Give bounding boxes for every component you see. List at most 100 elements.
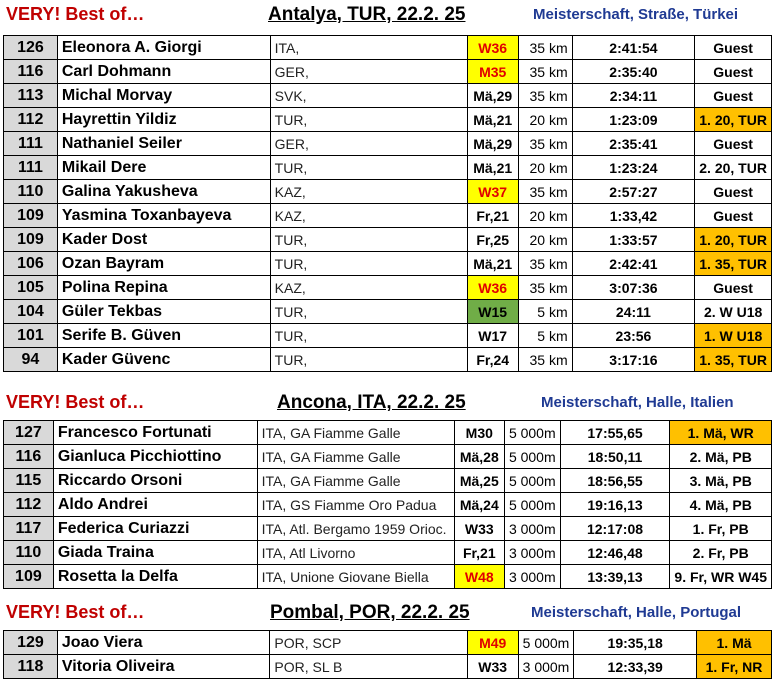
result-cell: 2. Fr, PB xyxy=(669,540,772,565)
category-cell: W17 xyxy=(466,323,519,348)
athlete-name: Nathaniel Seiler xyxy=(56,131,271,156)
time-cell: 2:42:41 xyxy=(571,251,696,276)
result-cell: Guest xyxy=(694,59,772,84)
time-cell: 12:17:08 xyxy=(559,516,671,541)
time-cell: 3:07:36 xyxy=(571,275,696,300)
athlete-name: Francesco Fortunati xyxy=(52,420,258,445)
category-cell: W33 xyxy=(466,654,519,679)
section-header: VERY! Best of… Pombal, POR, 22.2. 25 Mei… xyxy=(0,598,772,628)
nation-club: ITA, GA Fiamme Galle xyxy=(256,420,455,445)
table-row: 94 Kader Güvenc TUR, Fr,24 35 km 3:17:16 1. 35… xyxy=(3,347,772,372)
points-cell: 109 xyxy=(3,227,58,252)
time-cell: 1:23:09 xyxy=(571,107,696,132)
athlete-name: Giada Traina xyxy=(52,540,258,565)
event-title: Ancona, ITA, 22.2. 25 xyxy=(277,392,466,413)
event-meta: Meisterschaft, Straße, Türkei xyxy=(533,6,739,23)
table-row: 101 Serife B. Güven TUR, W17 5 km 23:56 1. W U… xyxy=(3,323,772,348)
nation-club: TUR, xyxy=(269,323,468,348)
points-cell: 115 xyxy=(3,468,54,493)
points-cell: 116 xyxy=(3,444,54,469)
table-row: 110 Giada Traina ITA, Atl Livorno Fr,21 3 00… xyxy=(3,540,772,565)
points-cell: 118 xyxy=(3,654,58,679)
category-cell: Mä,29 xyxy=(466,131,519,156)
nation-club: ITA, Atl. Bergamo 1959 Orioc. xyxy=(256,516,455,541)
category-cell: Mä,21 xyxy=(466,155,519,180)
category-cell: M35 xyxy=(466,59,519,84)
event-title: Antalya, TUR, 22.2. 25 xyxy=(268,4,466,25)
table-row: 116 Gianluca Picchiottino ITA, GA Fiamme G… xyxy=(3,444,772,469)
table-row: 117 Federica Curiazzi ITA, Atl. Bergamo 19… xyxy=(3,516,772,541)
athlete-name: Hayrettin Yildiz xyxy=(56,107,271,132)
table-row: 127 Francesco Fortunati ITA, GA Fiamme Gal… xyxy=(3,420,772,445)
athlete-name: Aldo Andrei xyxy=(52,492,258,517)
nation-club: KAZ, xyxy=(269,179,468,204)
athlete-name: Federica Curiazzi xyxy=(52,516,258,541)
nation-club: ITA, Atl Livorno xyxy=(256,540,455,565)
athlete-name: Vitoria Oliveira xyxy=(56,654,271,679)
nation-club: KAZ, xyxy=(269,203,468,228)
category-cell: W37 xyxy=(466,179,519,204)
athlete-name: Rosetta la Delfa xyxy=(52,564,258,589)
result-cell: 1. Fr, NR xyxy=(696,654,772,679)
points-cell: 116 xyxy=(3,59,58,84)
table-row: 111 Mikail Dere TUR, Mä,21 20 km 1:23:24 2. 20… xyxy=(3,155,772,180)
result-cell: Guest xyxy=(694,35,772,60)
table-row: 104 Güler Tekbas TUR, W15 5 km 24:11 2. W U18 xyxy=(3,299,772,324)
athlete-name: Serife B. Güven xyxy=(56,323,271,348)
nation-club: ITA, GS Fiamme Oro Padua xyxy=(256,492,455,517)
points-cell: 111 xyxy=(3,131,58,156)
result-cell: 2. Mä, PB xyxy=(669,444,772,469)
distance-cell: 20 km xyxy=(517,155,573,180)
category-cell: W36 xyxy=(466,35,519,60)
result-cell: Guest xyxy=(694,179,772,204)
distance-cell: 5 000m xyxy=(503,444,561,469)
result-cell: 1. 20, TUR xyxy=(694,227,772,252)
distance-cell: 35 km xyxy=(517,59,573,84)
distance-cell: 35 km xyxy=(517,251,573,276)
time-cell: 3:17:16 xyxy=(571,347,696,372)
athlete-name: Gianluca Picchiottino xyxy=(52,444,258,469)
result-cell: Guest xyxy=(694,83,772,108)
nation-club: POR, SL B xyxy=(269,654,468,679)
time-cell: 2:35:40 xyxy=(571,59,696,84)
points-cell: 117 xyxy=(3,516,54,541)
nation-club: ITA, xyxy=(269,35,468,60)
time-cell: 1:33,42 xyxy=(571,203,696,228)
points-cell: 126 xyxy=(3,35,58,60)
distance-cell: 35 km xyxy=(517,179,573,204)
time-cell: 17:55,65 xyxy=(559,420,671,445)
category-cell: Mä,24 xyxy=(453,492,505,517)
result-cell: 1. 35, TUR xyxy=(694,251,772,276)
result-cell: 2. W U18 xyxy=(694,299,772,324)
category-cell: Mä,29 xyxy=(466,83,519,108)
time-cell: 2:34:11 xyxy=(571,83,696,108)
nation-club: GER, xyxy=(269,59,468,84)
category-cell: Fr,21 xyxy=(466,203,519,228)
athlete-name: Kader Dost xyxy=(56,227,271,252)
athlete-name: Ozan Bayram xyxy=(56,251,271,276)
table-row: 109 Kader Dost TUR, Fr,25 20 km 1:33:57 1. 20,… xyxy=(3,227,772,252)
distance-cell: 20 km xyxy=(517,227,573,252)
result-cell: 3. Mä, PB xyxy=(669,468,772,493)
category-cell: Mä,21 xyxy=(466,107,519,132)
results-table: 126 Eleonora A. Giorgi ITA, W36 35 km 2:41:54… xyxy=(3,35,772,372)
distance-cell: 35 km xyxy=(517,83,573,108)
category-cell: W36 xyxy=(466,275,519,300)
nation-club: SVK, xyxy=(269,83,468,108)
table-row: 110 Galina Yakusheva KAZ, W37 35 km 2:57:27 Gu… xyxy=(3,179,772,204)
category-cell: W48 xyxy=(453,564,505,589)
nation-club: ITA, GA Fiamme Galle xyxy=(256,444,455,469)
table-row: 105 Polina Repina KAZ, W36 35 km 3:07:36 Guest xyxy=(3,275,772,300)
points-cell: 112 xyxy=(3,107,58,132)
category-cell: Fr,25 xyxy=(466,227,519,252)
table-row: 106 Ozan Bayram TUR, Mä,21 35 km 2:42:41 1. 35… xyxy=(3,251,772,276)
table-row: 111 Nathaniel Seiler GER, Mä,29 35 km 2:35:41… xyxy=(3,131,772,156)
result-cell: 1. Mä, WR xyxy=(669,420,772,445)
distance-cell: 35 km xyxy=(517,35,573,60)
distance-cell: 3 000m xyxy=(503,564,561,589)
very-best-label: VERY! Best of… xyxy=(6,4,145,24)
time-cell: 23:56 xyxy=(571,323,696,348)
points-cell: 129 xyxy=(3,630,58,655)
section-header: VERY! Best of… Ancona, ITA, 22.2. 25 Mei… xyxy=(0,388,772,418)
nation-club: TUR, xyxy=(269,251,468,276)
